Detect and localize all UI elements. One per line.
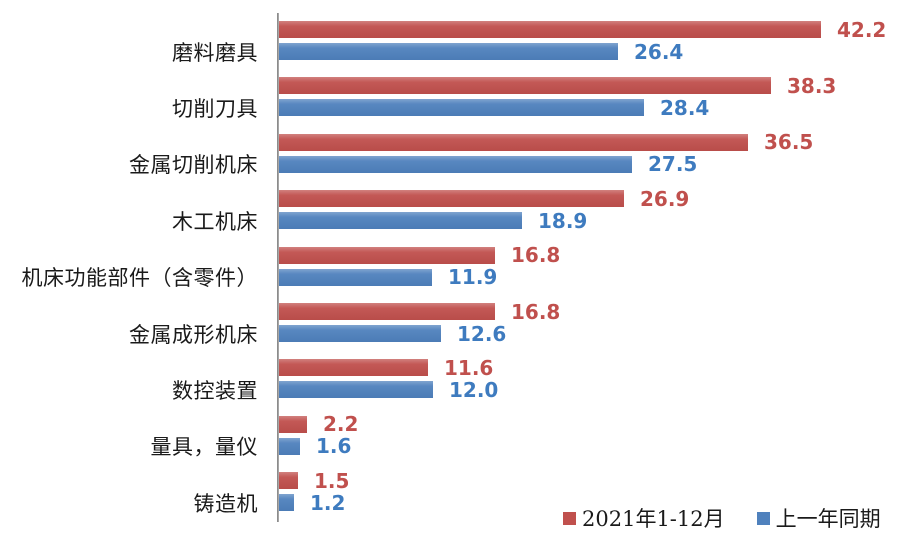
value-label: 27.5	[648, 152, 698, 177]
bar-2021	[279, 359, 428, 377]
value-label: 18.9	[538, 208, 588, 233]
value-label: 12.6	[457, 321, 507, 346]
category-label: 金属切削机床	[129, 153, 258, 178]
legend-label-prev-year: 上一年同期	[775, 507, 881, 531]
value-label: 2.2	[323, 412, 359, 437]
category-label: 磨料磨具	[172, 40, 258, 65]
bar-2021	[279, 472, 298, 490]
value-label: 16.8	[511, 243, 561, 268]
bar-2021	[279, 133, 748, 151]
value-label: 26.4	[634, 39, 684, 64]
legend-swatch-prev-year-icon	[756, 511, 770, 525]
bar-2021	[279, 303, 495, 320]
category-label: 数控装置	[172, 378, 258, 403]
legend-swatch-2021-icon	[563, 511, 576, 525]
bar-prev-year	[279, 99, 644, 117]
y-axis-line	[277, 13, 279, 522]
bar-prev-year	[279, 43, 618, 60]
value-label: 11.9	[448, 265, 498, 290]
category-label: 木工机床	[172, 209, 258, 234]
bar-prev-year	[279, 155, 632, 173]
bar-prev-year	[279, 212, 522, 230]
bar-2021	[279, 77, 771, 95]
value-label: 38.3	[787, 73, 837, 98]
value-label: 36.5	[764, 130, 814, 155]
category-label: 铸造机	[193, 491, 258, 516]
value-label: 12.0	[449, 377, 499, 402]
value-label: 26.9	[640, 186, 690, 211]
value-label: 42.2	[837, 17, 887, 42]
category-label: 机床功能部件（含零件）	[21, 266, 258, 291]
category-label: 金属成形机床	[129, 322, 258, 347]
legend: 2021年1-12月 上一年同期	[563, 503, 881, 533]
value-label: 28.4	[660, 95, 710, 120]
bar-prev-year	[279, 494, 294, 512]
legend-item-2021: 2021年1-12月	[563, 503, 725, 533]
category-label: 切削刀具	[172, 96, 258, 121]
bar-2021	[279, 246, 495, 264]
value-label: 1.5	[314, 468, 350, 493]
value-label: 1.2	[310, 490, 346, 515]
value-label: 16.8	[511, 299, 561, 324]
legend-label-2021: 2021年1-12月	[582, 507, 725, 531]
bar-2021	[279, 190, 624, 208]
bar-prev-year	[279, 381, 433, 399]
category-label: 量具，量仪	[150, 435, 258, 460]
bar-prev-year	[279, 437, 300, 455]
legend-item-prev-year: 上一年同期	[756, 503, 881, 533]
bar-2021	[279, 21, 821, 38]
value-label: 11.6	[444, 355, 494, 380]
value-label: 1.6	[316, 434, 352, 459]
bar-prev-year	[279, 268, 432, 286]
bar-prev-year	[279, 325, 441, 342]
bar-2021	[279, 415, 307, 433]
